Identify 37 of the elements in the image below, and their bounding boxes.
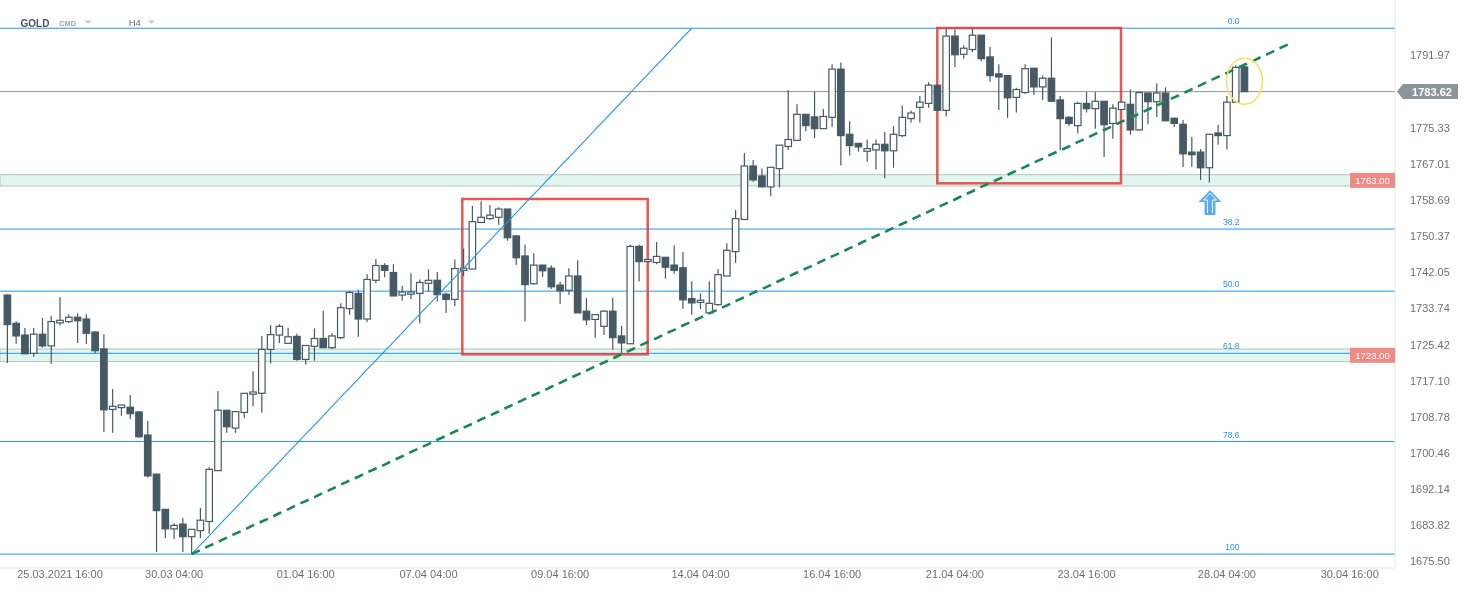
y-tick-label: 1742.05 [1410,266,1450,279]
x-tick-label: 09.04 16:00 [531,568,590,580]
x-tick-label: 30.04 16:00 [1320,568,1379,580]
x-tick-label: 25.03.2021 16:00 [17,568,103,580]
y-tick-label: 1733.74 [1410,302,1450,315]
x-tick-label: 16.04 16:00 [803,568,862,580]
y-tick-label: 1767.01 [1410,157,1450,170]
x-tick-label: 21.04 04:00 [925,568,984,580]
y-tick-label: 1708.78 [1410,410,1450,423]
annotation: 0.0 [1227,16,1240,27]
annotation: H4 [128,17,141,29]
x-tick-label: 30.03 04:00 [145,568,204,580]
ref-line-label: 1783.62 [1412,85,1452,98]
y-tick-label: 1700.46 [1410,447,1450,460]
y-tick-label: 1750.37 [1410,230,1450,243]
y-tick-label: 1758.69 [1410,193,1450,206]
y-tick-label: 1692.14 [1410,483,1450,496]
annotation: 61.8 [1222,341,1240,352]
y-tick-label: 1775.33 [1410,121,1450,134]
band-label: 1723.00 [1355,349,1390,361]
y-tick-label: 1683.82 [1410,519,1450,532]
text: GOLD [20,17,50,29]
annotation: 50.0 [1222,279,1240,290]
annotation: 38.2 [1222,217,1240,228]
y-tick-label: 1717.10 [1410,374,1450,387]
y-tick-label: 1725.42 [1410,338,1450,351]
x-tick-label: 14.04 04:00 [671,568,730,580]
x-tick-label: 23.04 16:00 [1057,568,1116,580]
y-tick-label: 1675.50 [1410,555,1450,568]
x-tick-label: 07.04 04:00 [399,568,458,580]
x-tick-label: 28.04 04:00 [1197,568,1256,580]
line-series [190,43,1290,556]
annotation: 78.6 [1222,429,1240,440]
band-label: 1763.00 [1355,174,1390,186]
annotation: 100 [1225,542,1240,553]
x-tick-label: 01.04 16:00 [276,568,335,580]
y-tick-label: 1791.97 [1410,49,1450,62]
